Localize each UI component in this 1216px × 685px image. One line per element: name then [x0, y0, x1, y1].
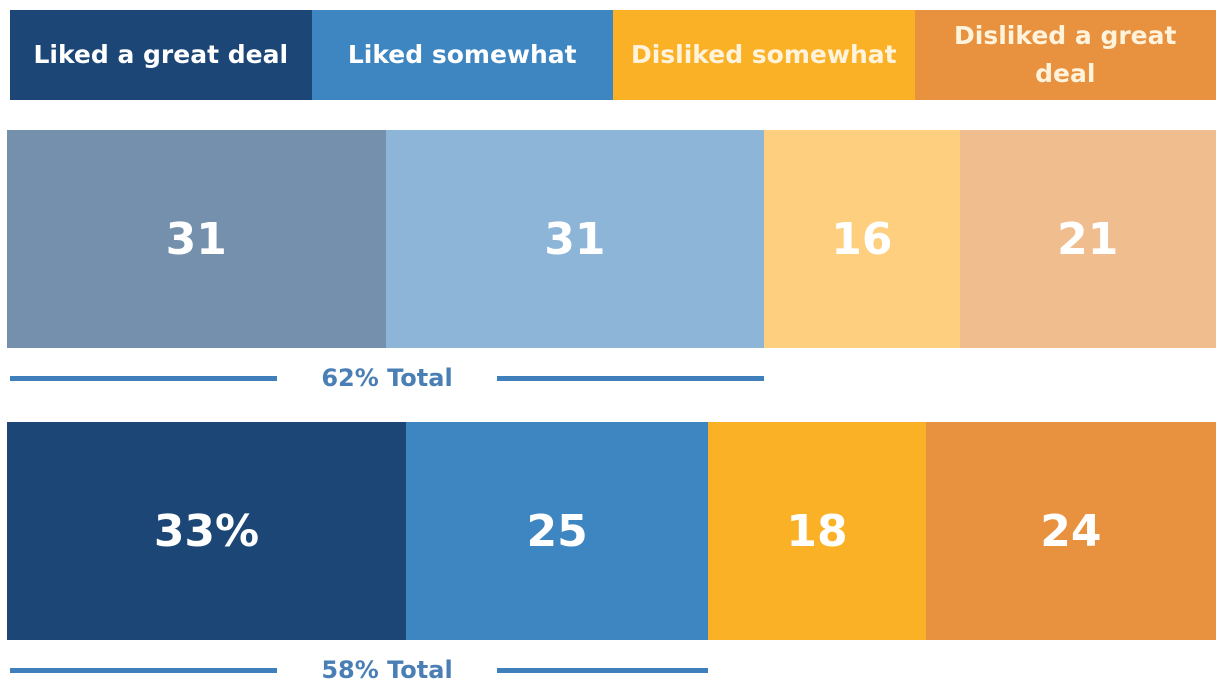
bar-segment: 24 — [926, 422, 1216, 640]
bar-segment: 18 — [708, 422, 926, 640]
annotation: 58% Total — [277, 655, 497, 685]
bracket-line — [10, 376, 277, 381]
legend-item: Disliked a great deal — [915, 10, 1216, 100]
annotation: 62% Total — [277, 363, 497, 393]
legend-item: Liked somewhat — [312, 10, 614, 100]
legend-item: Disliked somewhat — [613, 10, 915, 100]
bracket-line — [497, 668, 708, 673]
bracket-line — [10, 668, 277, 673]
bracket-line — [497, 376, 764, 381]
bar-segment: 21 — [960, 130, 1216, 348]
bar-segment: 16 — [764, 130, 959, 348]
bar-segment: 25 — [406, 422, 708, 640]
legend-item: Liked a great deal — [10, 10, 312, 100]
bar-segment: 33% — [7, 422, 406, 640]
bar-segment: 31 — [7, 130, 386, 348]
bar-segment: 31 — [386, 130, 765, 348]
